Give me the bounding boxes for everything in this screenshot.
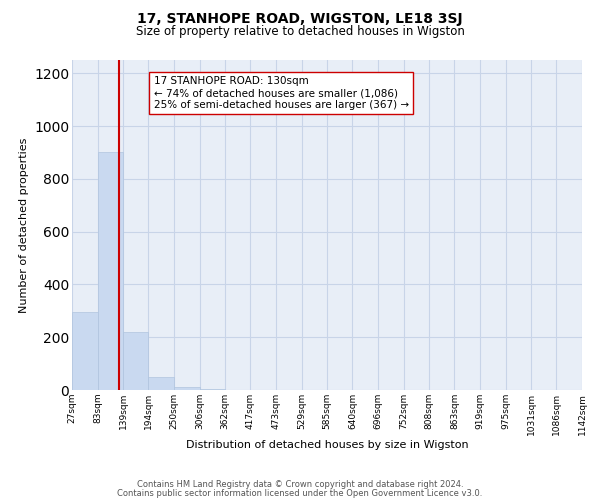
Bar: [148, 377, 174, 390]
Text: 17, STANHOPE ROAD, WIGSTON, LE18 3SJ: 17, STANHOPE ROAD, WIGSTON, LE18 3SJ: [137, 12, 463, 26]
Bar: [98, 152, 123, 390]
Text: 17 STANHOPE ROAD: 130sqm
← 74% of detached houses are smaller (1,086)
25% of sem: 17 STANHOPE ROAD: 130sqm ← 74% of detach…: [154, 76, 409, 110]
Y-axis label: Number of detached properties: Number of detached properties: [19, 138, 29, 312]
Bar: [123, 332, 148, 390]
Bar: [174, 388, 200, 390]
X-axis label: Distribution of detached houses by size in Wigston: Distribution of detached houses by size …: [185, 440, 469, 450]
Text: Contains HM Land Registry data © Crown copyright and database right 2024.: Contains HM Land Registry data © Crown c…: [137, 480, 463, 489]
Text: Contains public sector information licensed under the Open Government Licence v3: Contains public sector information licen…: [118, 488, 482, 498]
Bar: [72, 312, 98, 390]
Text: Size of property relative to detached houses in Wigston: Size of property relative to detached ho…: [136, 25, 464, 38]
